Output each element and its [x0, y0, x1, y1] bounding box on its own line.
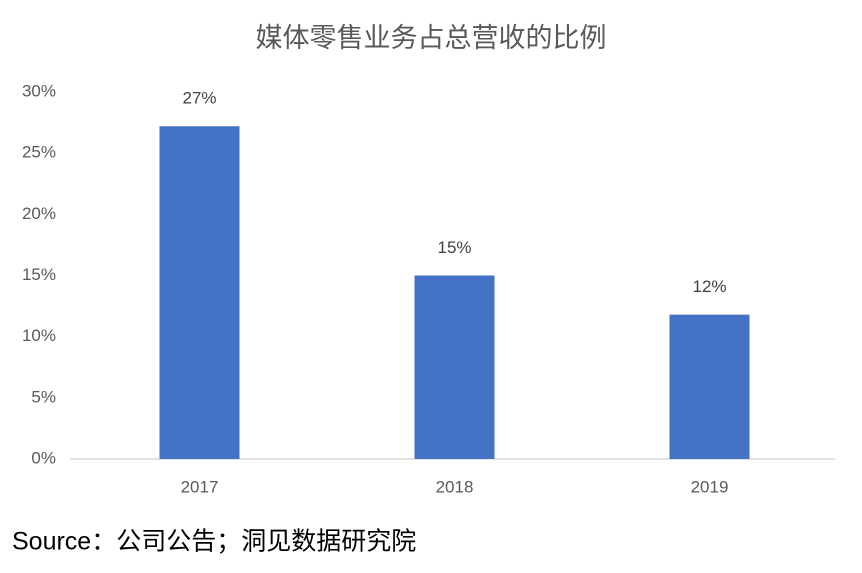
x-tick-label: 2017	[181, 477, 219, 496]
bar	[669, 314, 750, 459]
y-tick-label: 30%	[22, 81, 56, 100]
data-label: 12%	[692, 277, 726, 296]
source-note: Source：公司公告；洞见数据研究院	[12, 528, 416, 556]
y-tick-label: 0%	[31, 448, 56, 467]
chart-title: 媒体零售业务占总营收的比例	[256, 23, 607, 53]
y-tick-label: 15%	[22, 265, 56, 284]
x-tick-label: 2018	[436, 477, 474, 496]
x-tick-label: 2019	[691, 477, 729, 496]
data-label: 27%	[182, 89, 216, 108]
y-tick-label: 25%	[22, 143, 56, 162]
y-tick-label: 10%	[22, 326, 56, 345]
data-label: 15%	[437, 238, 471, 257]
y-tick-label: 5%	[31, 387, 56, 406]
y-tick-label: 20%	[22, 204, 56, 223]
bar	[159, 126, 240, 460]
bar	[414, 275, 495, 459]
